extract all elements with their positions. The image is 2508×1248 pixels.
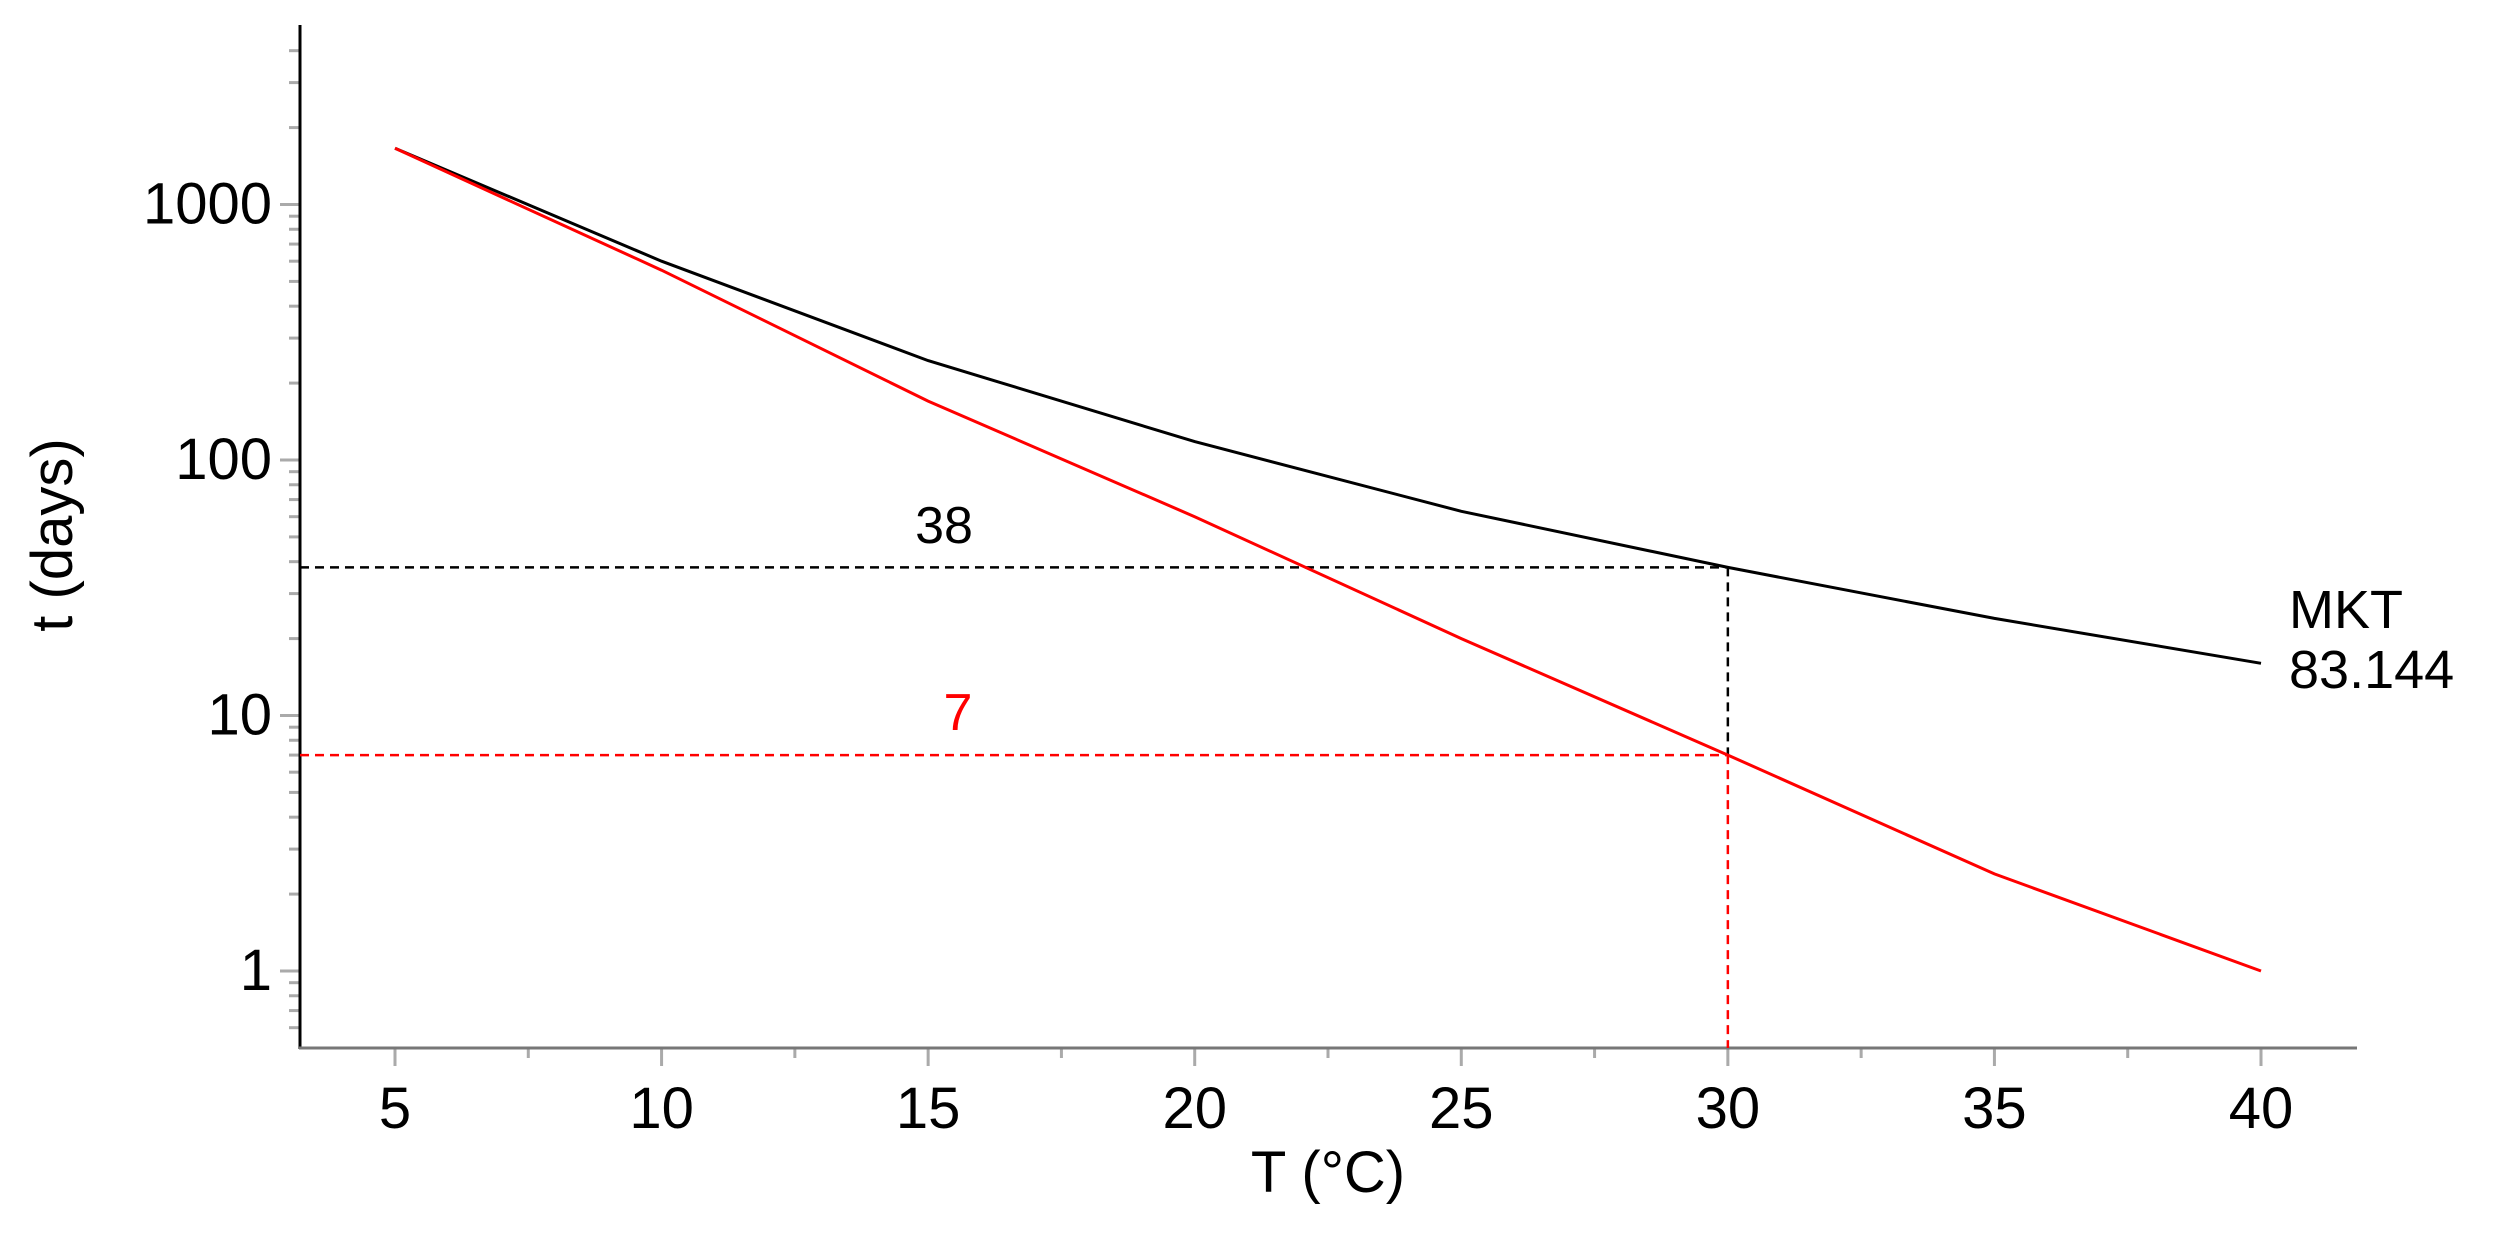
guide-lines	[300, 566, 1730, 1048]
annotation-38: 38	[915, 497, 973, 555]
y-tick-labels: 1 10 100 1000	[143, 172, 272, 1004]
y-tick-label: 1000	[143, 172, 272, 237]
y-minor-ticks	[289, 49, 299, 1030]
annotation-7: 7	[944, 684, 973, 742]
series-label-value: 83.144	[2289, 640, 2454, 700]
x-tick-label: 30	[1696, 1076, 1761, 1141]
x-tick-label: 25	[1429, 1076, 1494, 1141]
x-tick-label: 40	[2229, 1076, 2294, 1141]
y-tick-label: 1	[240, 938, 272, 1003]
series-red-line	[394, 146, 2262, 973]
y-major-ticks	[280, 203, 299, 973]
y-axis-label: t (days)	[20, 438, 85, 631]
x-tick-labels: 5 10 15 20 25 30 35 40	[379, 1076, 2293, 1141]
x-tick-label: 15	[896, 1076, 961, 1141]
y-tick-label: 100	[175, 427, 272, 492]
y-tick-label: 10	[207, 683, 272, 748]
x-tick-label: 10	[629, 1076, 694, 1141]
series-label-mkt: MKT	[2289, 580, 2403, 640]
x-tick-label: 20	[1162, 1076, 1227, 1141]
series-mkt-line	[394, 146, 2262, 665]
x-axis-label: T (°C)	[1251, 1140, 1405, 1205]
x-tick-label: 35	[1962, 1076, 2027, 1141]
x-tick-label: 5	[379, 1076, 411, 1141]
x-ticks	[393, 1049, 2263, 1066]
